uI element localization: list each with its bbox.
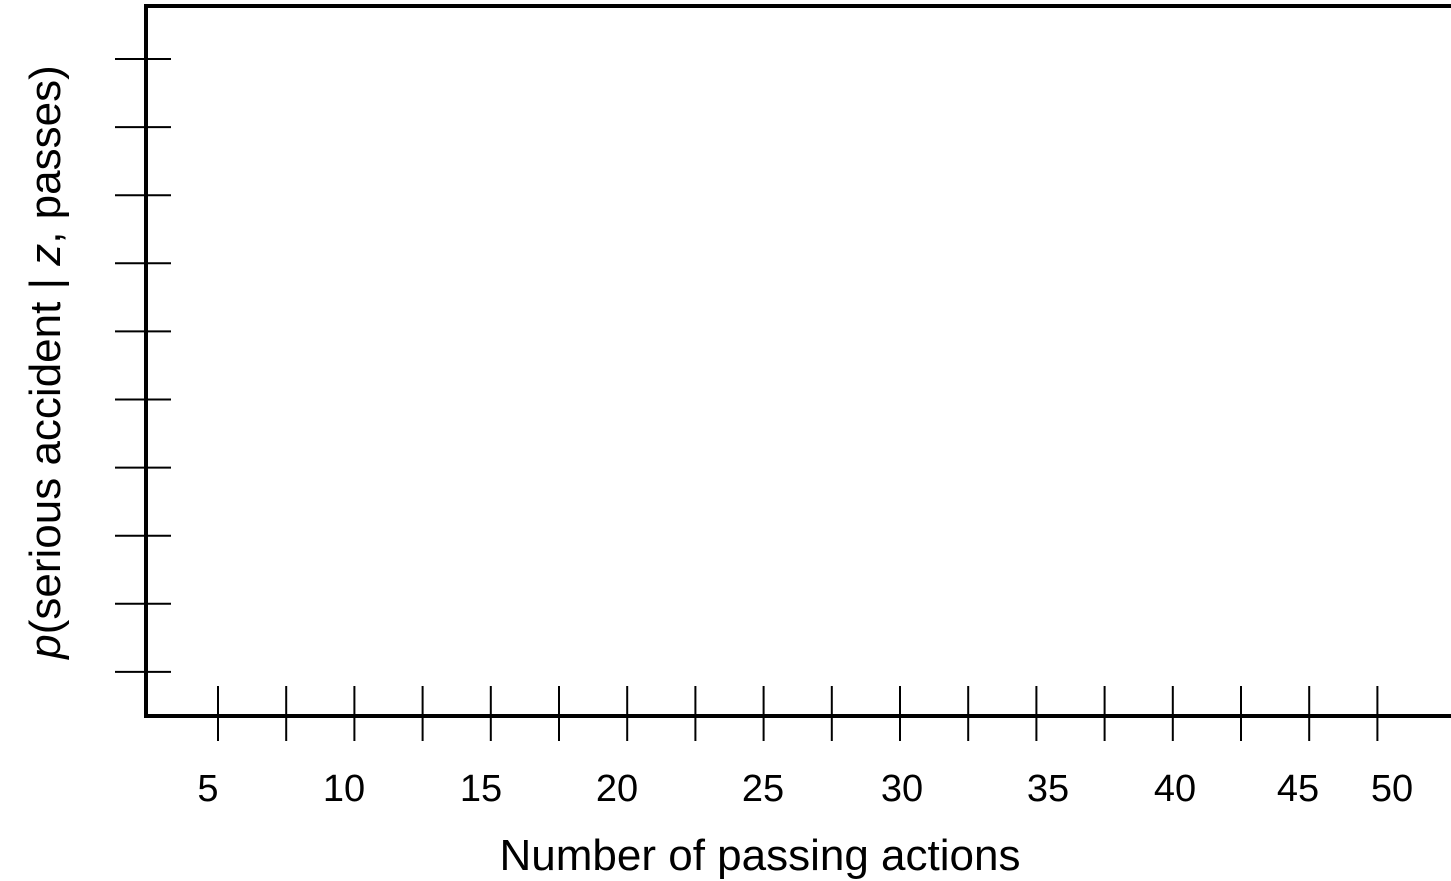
y-axis-title-suffix: , passes) (21, 65, 70, 244)
y-axis-title-middle: (serious accident | (21, 266, 70, 634)
x-tick-label: 45 (1277, 768, 1319, 810)
x-tick-label: 20 (596, 768, 638, 810)
y-axis-title-prefix: p (21, 634, 70, 660)
y-axis-title: p(serious accident | z, passes) (21, 65, 70, 660)
x-tick-label: 35 (1027, 768, 1069, 810)
x-axis-tick-labels: 5 10 15 20 25 30 35 40 45 50 (197, 768, 1413, 810)
y-axis-ticks (115, 58, 171, 673)
x-tick-label: 30 (881, 768, 923, 810)
x-axis-title: Number of passing actions (500, 831, 1021, 880)
x-tick-label: 50 (1371, 768, 1413, 810)
x-tick-label: 10 (323, 768, 365, 810)
x-axis-ticks (217, 686, 1379, 741)
y-axis-title-var: z (21, 244, 70, 267)
x-tick-label: 25 (742, 768, 784, 810)
x-tick-label: 40 (1154, 768, 1196, 810)
x-tick-label: 5 (197, 768, 218, 810)
x-tick-label: 15 (460, 768, 502, 810)
